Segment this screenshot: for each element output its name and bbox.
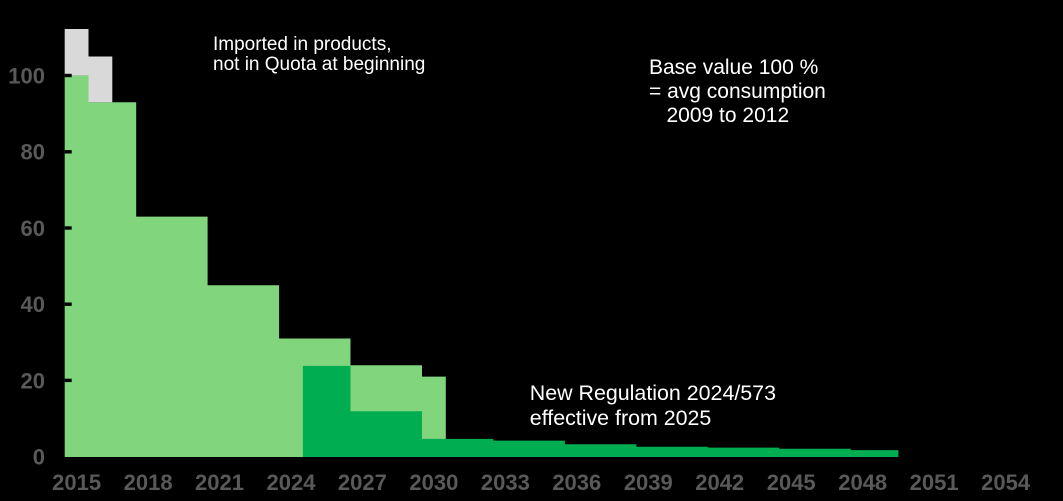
- svg-text:2045: 2045: [767, 470, 816, 495]
- svg-text:2018: 2018: [124, 470, 173, 495]
- svg-text:20: 20: [21, 368, 45, 393]
- svg-text:2021: 2021: [195, 470, 244, 495]
- svg-text:2015: 2015: [52, 470, 101, 495]
- svg-text:2054: 2054: [981, 470, 1031, 495]
- svg-text:100: 100: [8, 64, 45, 89]
- svg-text:2033: 2033: [481, 470, 530, 495]
- svg-text:2030: 2030: [409, 470, 458, 495]
- svg-text:2048: 2048: [838, 470, 887, 495]
- svg-text:2036: 2036: [552, 470, 601, 495]
- svg-text:2042: 2042: [695, 470, 744, 495]
- svg-text:60: 60: [21, 216, 45, 241]
- svg-text:0: 0: [33, 445, 45, 470]
- svg-text:40: 40: [21, 292, 45, 317]
- svg-text:2051: 2051: [910, 470, 959, 495]
- svg-text:2027: 2027: [338, 470, 387, 495]
- svg-text:80: 80: [21, 140, 45, 165]
- svg-text:2039: 2039: [624, 470, 673, 495]
- svg-text:2024: 2024: [267, 470, 317, 495]
